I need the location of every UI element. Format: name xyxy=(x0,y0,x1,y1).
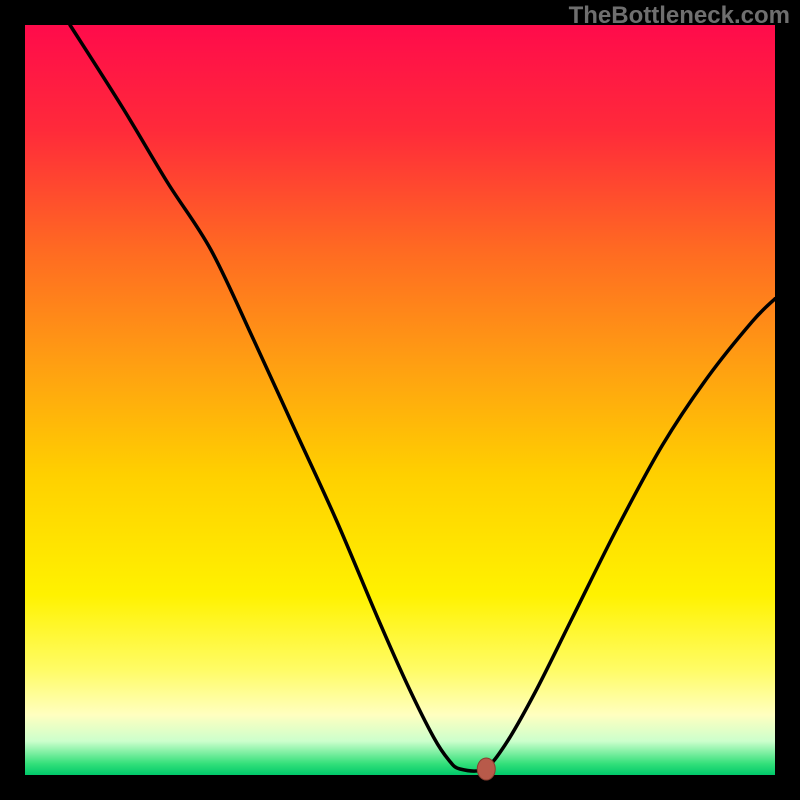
chart-svg xyxy=(0,0,800,800)
plot-background xyxy=(25,25,775,775)
watermark-text: TheBottleneck.com xyxy=(569,2,790,30)
optimal-point-marker xyxy=(477,758,495,780)
chart-outer-frame: TheBottleneck.com xyxy=(0,0,800,800)
